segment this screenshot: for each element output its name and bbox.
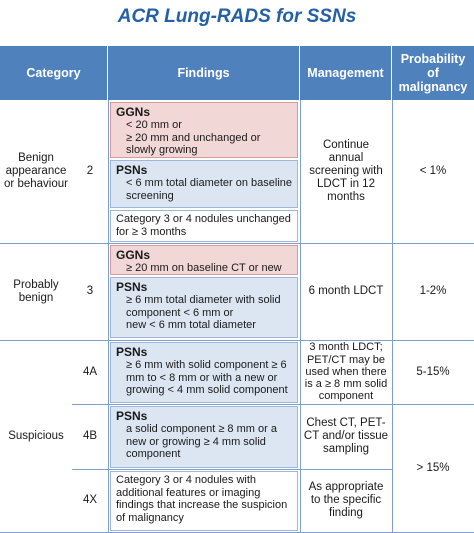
finding-item: ≥ 20 mm on baseline CT or new [126,262,282,274]
category: Probably benign [13,278,59,304]
finding-box: PSNs < 6 mm total diameter on baseline s… [110,160,298,208]
header-findings: Findings [108,46,300,100]
finding-box: Category 3 or 4 nodules with additional … [110,471,298,531]
header-management: Management [300,46,392,100]
code: 4A [82,365,98,378]
finding-label: PSNs [116,280,148,294]
probability: 1-2% [419,285,447,297]
management: As appropriate to the specific finding [308,481,384,519]
finding-item: ≥ 6 mm with solid component ≥ 6 mm to < … [126,359,288,396]
finding-box: PSNs a solid component ≥ 8 mm or a new o… [110,406,298,468]
finding-label: PSNs [116,345,148,359]
finding-item: Category 3 or 4 nodules with additional … [116,474,288,524]
row-divider [0,340,474,341]
finding-box: GGNs < 20 mm or ≥ 20 mm and unchanged or… [110,102,298,158]
probability: > 15% [416,461,450,474]
finding-item: ≥ 6 mm total diameter with solid compone… [126,294,281,319]
row-divider [72,404,474,405]
management: Chest CT, PET-CT and/or tissue sampling [303,417,389,455]
col-divider [392,100,393,533]
row-divider [0,243,474,244]
management: 6 month LDCT [308,285,384,297]
management: Continue annual screening with LDCT in 1… [309,139,383,203]
management: 3 month LDCT; PET/CT may be used when th… [304,341,388,403]
probability: < 1% [419,165,447,177]
finding-item: ≥ 20 mm and unchanged or slowly growing [126,131,261,157]
finding-label: GGNs [116,248,151,262]
finding-box: PSNs ≥ 6 mm total diameter with solid co… [110,277,298,338]
code: 4B [82,430,98,442]
finding-label: PSNs [116,163,148,177]
finding-item: < 6 mm total diameter on baseline screen… [126,177,293,202]
finding-item: Category 3 or 4 nodules unchanged for ≥ … [116,213,291,238]
probability: 5-15% [416,365,450,378]
finding-item: a solid component ≥ 8 mm or a new or gro… [126,423,277,460]
code: 4X [82,494,98,506]
code: 3 [86,285,94,297]
row-divider [72,469,392,470]
header-category: Category [0,46,108,100]
col-divider [108,100,109,533]
title: ACR Lung-RADS for SSNs [117,6,357,27]
col-divider [300,100,301,533]
category: Benign appearance or behaviour [4,152,68,190]
finding-label: PSNs [116,409,148,423]
code: 2 [86,165,94,177]
finding-box: Category 3 or 4 nodules unchanged for ≥ … [110,210,298,242]
finding-item: new < 6 mm total diameter [126,319,256,331]
header-probability: Probability of malignancy [392,46,474,100]
category: Suspicious [8,429,64,442]
finding-item: < 20 mm or [126,119,182,131]
finding-box: PSNs ≥ 6 mm with solid component ≥ 6 mm … [110,342,298,403]
finding-box: GGNs ≥ 20 mm on baseline CT or new [110,245,298,275]
finding-label: GGNs [116,105,151,119]
